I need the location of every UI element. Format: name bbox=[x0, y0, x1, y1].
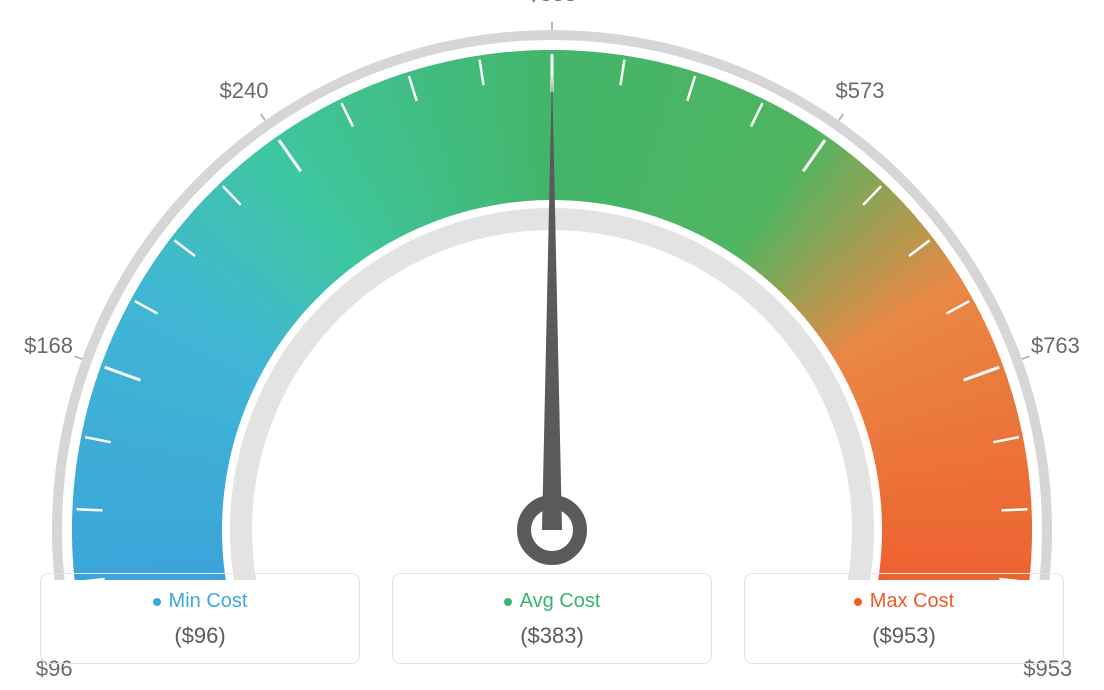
gauge-outer-tick bbox=[75, 356, 83, 359]
gauge-scale-label: $383 bbox=[528, 0, 577, 7]
legend-min-label: Min Cost bbox=[153, 590, 248, 613]
legend-card-avg: Avg Cost ($383) bbox=[392, 573, 712, 664]
gauge-minor-tick bbox=[76, 509, 102, 510]
legend-avg-label: Avg Cost bbox=[504, 590, 601, 613]
legend-row: Min Cost ($96) Avg Cost ($383) Max Cost … bbox=[40, 573, 1064, 664]
legend-avg-value: ($383) bbox=[393, 623, 711, 649]
gauge-minor-tick bbox=[1002, 509, 1028, 510]
legend-max-value: ($953) bbox=[745, 623, 1063, 649]
gauge-scale-label: $240 bbox=[220, 78, 269, 104]
gauge-svg bbox=[32, 20, 1072, 580]
legend-card-min: Min Cost ($96) bbox=[40, 573, 360, 664]
cost-gauge: $96$168$240$383$573$763$953 bbox=[32, 20, 1072, 560]
legend-card-max: Max Cost ($953) bbox=[744, 573, 1064, 664]
legend-max-label: Max Cost bbox=[854, 590, 954, 613]
gauge-outer-tick bbox=[1022, 356, 1030, 359]
gauge-scale-label: $763 bbox=[1031, 333, 1080, 359]
gauge-outer-tick bbox=[839, 114, 844, 121]
gauge-scale-label: $573 bbox=[835, 78, 884, 104]
gauge-scale-label: $168 bbox=[24, 333, 73, 359]
gauge-outer-tick bbox=[261, 114, 266, 121]
legend-min-value: ($96) bbox=[41, 623, 359, 649]
